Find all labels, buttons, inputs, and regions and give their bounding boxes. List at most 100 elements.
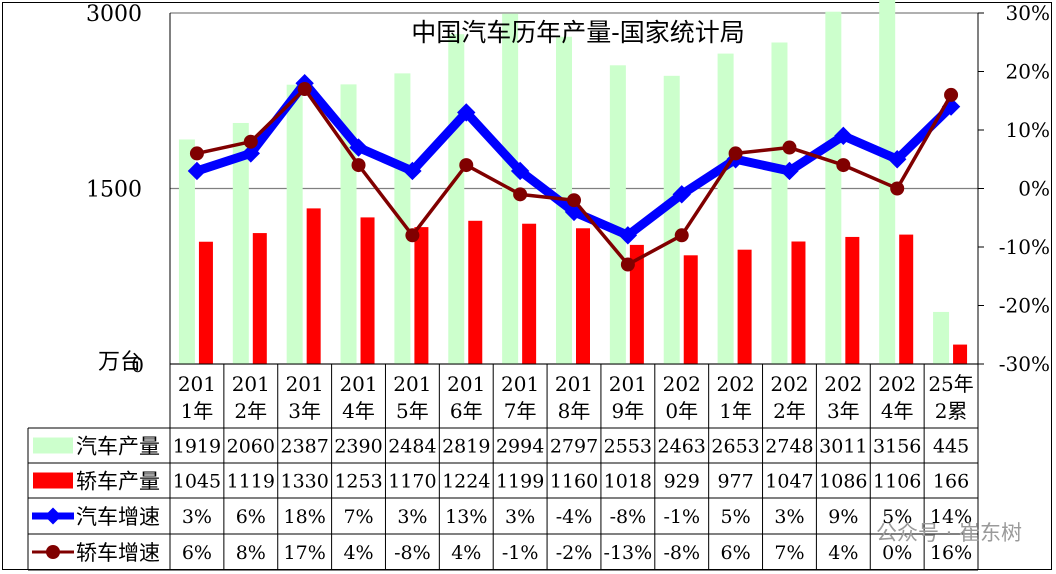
table-cell: 1018 <box>604 471 652 493</box>
data-table: 201 1年 201 2年 201 3年 201 4年 201 5年 201 6年 201 7年 201 8年… <box>27 363 979 571</box>
legend-key-marker <box>46 545 60 559</box>
sedan-growth-point <box>674 228 689 243</box>
category-label: 3年 <box>288 399 321 423</box>
y-right-tick-label: 30% <box>1006 1 1050 25</box>
sedan-growth-point <box>459 158 474 173</box>
y-left-tick-label: 0 <box>131 353 144 377</box>
category-label: 4年 <box>342 399 375 423</box>
sedan-growth-point <box>782 140 797 155</box>
sedan-growth-point <box>567 193 581 208</box>
table-cell: 2553 <box>604 436 652 458</box>
table-cell: 1170 <box>388 471 436 493</box>
bar-car-output <box>825 11 842 364</box>
category-label: 201 <box>393 372 431 396</box>
bar-car-output <box>717 53 734 364</box>
table-cell: 3% <box>774 506 804 528</box>
category-label: 201 <box>286 372 324 396</box>
category-label: 201 <box>609 372 647 396</box>
category-label: 201 <box>339 372 377 396</box>
table-cell: 2484 <box>388 436 436 458</box>
table-cell: 3156 <box>873 436 921 458</box>
sedan-growth-point <box>513 187 528 202</box>
sedan-growth-point <box>351 158 366 173</box>
car-growth-point <box>457 103 476 122</box>
table-cell: 4% <box>343 542 373 564</box>
category-label: 1年 <box>719 399 752 423</box>
table-cell: 1160 <box>550 471 598 493</box>
table-cell: 3011 <box>819 436 867 458</box>
table-cell: 166 <box>933 471 969 493</box>
table-cell: 3% <box>505 506 535 528</box>
bar-car-output <box>178 139 195 364</box>
table-cell: 1224 <box>442 471 490 493</box>
category-label: 6年 <box>450 399 483 423</box>
table-cell: 1199 <box>496 471 544 493</box>
bar-sedan-output <box>629 244 644 364</box>
table-cell: 18% <box>284 506 326 528</box>
legend-key-汽车产量 <box>33 437 73 454</box>
category-label: 1年 <box>181 399 214 423</box>
bar-car-output <box>609 65 626 364</box>
car-growth-point <box>888 150 907 169</box>
bar-sedan-output <box>737 249 752 364</box>
category-label: 201 <box>501 372 539 396</box>
row-label: 汽车产量 <box>76 435 160 459</box>
row-label: 汽车增速 <box>76 505 160 529</box>
table-cell: 5% <box>721 506 751 528</box>
sedan-growth-point <box>620 257 635 272</box>
table-cell: 1106 <box>873 471 921 493</box>
bar-sedan-output <box>953 344 968 364</box>
legend-key-轿车产量 <box>33 472 73 489</box>
category-label: 202 <box>824 372 862 396</box>
table-cell: 9% <box>828 506 858 528</box>
chart-title: 中国汽车历年产量-国家统计局 <box>411 18 744 47</box>
car-growth-point <box>672 185 691 204</box>
table-cell: 1045 <box>173 471 221 493</box>
table-cell: 14% <box>930 506 972 528</box>
table-cell: 2797 <box>550 436 598 458</box>
category-label: 202 <box>663 372 701 396</box>
category-label: 2年 <box>773 399 806 423</box>
table-cell: 1086 <box>819 471 867 493</box>
table-cell: 445 <box>933 436 969 458</box>
sedan-growth-point <box>405 228 420 243</box>
table-cell: 3% <box>397 506 427 528</box>
sedan-growth-point <box>890 181 905 196</box>
axis-layer: 1500 3000 -30% -20% -10% 0% 10% 20% 30% 0 <box>86 1 1050 377</box>
category-label: 2累 <box>935 399 968 423</box>
car-growth-point <box>403 161 422 181</box>
table-cell: -1% <box>663 506 700 528</box>
bar-sedan-output <box>899 234 914 364</box>
table-cell: 2387 <box>280 436 328 458</box>
category-label: 5年 <box>396 399 429 423</box>
category-label: 202 <box>717 372 755 396</box>
table-cell: 1119 <box>227 471 275 493</box>
table-cell: -13% <box>604 542 653 564</box>
table-cell: 2819 <box>442 436 490 458</box>
bar-sedan-output <box>845 236 860 364</box>
bars-layer <box>178 0 968 365</box>
table-cell: 17% <box>284 542 326 564</box>
table-cell: 7% <box>343 506 373 528</box>
table-cell: 6% <box>721 542 751 564</box>
bar-car-output <box>771 42 788 364</box>
unit-label: 万台 <box>98 350 142 375</box>
y-right-tick-label: 0% <box>1018 177 1050 201</box>
table-cell: 16% <box>930 542 972 564</box>
y-left-tick-label: 1500 <box>86 178 142 203</box>
y-right-tick-label: 10% <box>1006 118 1050 142</box>
y-right-tick-label: -30% <box>999 352 1050 376</box>
row-label: 轿车增速 <box>76 541 160 565</box>
table-cell: 1330 <box>280 471 328 493</box>
category-label: 202 <box>770 372 808 396</box>
table-cell: -8% <box>610 506 647 528</box>
table-cell: 6% <box>236 506 266 528</box>
sedan-growth-point <box>189 146 204 161</box>
table-cell: 3% <box>182 506 212 528</box>
y-right-tick-label: -20% <box>999 294 1050 318</box>
bar-sedan-output <box>198 241 213 364</box>
car-growth-point <box>780 161 799 181</box>
legend-key-marker <box>44 507 62 525</box>
table-cell: 2653 <box>711 436 759 458</box>
